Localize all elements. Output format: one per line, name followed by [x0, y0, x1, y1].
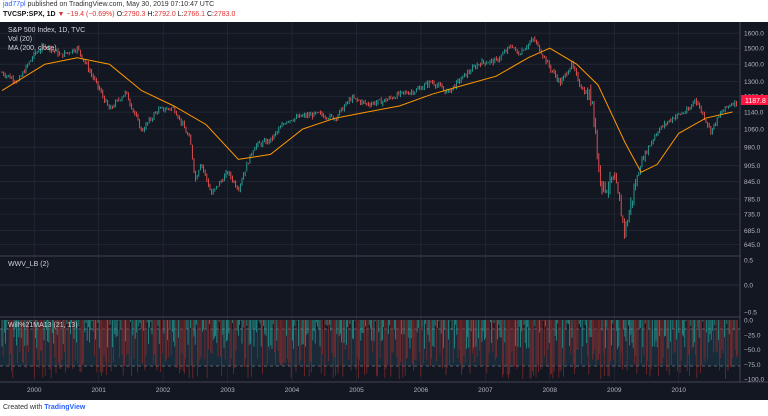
legend-vol[interactable]: Vol (20)	[8, 36, 32, 43]
legend-wwv[interactable]: WWV_LB (2)	[8, 261, 49, 268]
legend-willr[interactable]: Will%21MA13 (21, 13)	[8, 322, 78, 329]
symbol-label: TVCSP:SPX, 1D	[3, 11, 56, 18]
change-down-icon: ▼	[57, 11, 65, 18]
price-tick-label: 1400.0	[744, 62, 764, 69]
high-label: H:	[147, 11, 155, 18]
time-tick-label: 2000	[27, 387, 42, 394]
price-tick-label: 1060.0	[744, 126, 764, 133]
time-tick-label: 2010	[671, 387, 686, 394]
ma-line	[1, 47, 733, 173]
time-tick-label: 2002	[156, 387, 171, 394]
footer: Created with TradingView	[0, 400, 768, 416]
willr-tick-label: 0.0	[744, 318, 753, 325]
wwv-tick-label: −0.5	[744, 310, 757, 317]
time-tick-label: 2008	[543, 387, 558, 394]
change-value: −19.4 (−0.69%)	[66, 11, 115, 18]
price-tick-label: 845.0	[744, 179, 761, 186]
last-price-label: 1187.8	[745, 98, 766, 105]
wwv-tick-label: 0.5	[744, 258, 753, 265]
willr-tick-label: −25.0	[744, 332, 761, 339]
time-tick-label: 2006	[414, 387, 429, 394]
wwv-tick-label: 0.0	[744, 283, 753, 290]
created-with-label: Created with	[3, 404, 43, 411]
price-tick-label: 1600.0	[744, 31, 764, 38]
price-tick-label: 1500.0	[744, 46, 764, 53]
symbol-info: TVCSP:SPX, 1D ▼ −19.4 (−0.69%) O:2790.3 …	[3, 11, 235, 18]
price-tick-label: 1300.0	[744, 79, 764, 86]
author-link[interactable]: jad77pl	[3, 1, 26, 8]
legend-ma[interactable]: MA (200, close)	[8, 45, 57, 52]
time-tick-label: 2004	[285, 387, 300, 394]
open-label: O:	[116, 11, 124, 18]
price-tick-label: 685.0	[744, 228, 761, 235]
low-value: 2766.1	[183, 11, 205, 18]
open-value: 2790.3	[123, 11, 146, 18]
willr-axis[interactable]: 0.0 −25.0 −50.0 −75.0 −100.0	[744, 318, 764, 384]
time-tick-label: 2001	[91, 387, 106, 394]
wwv-axis[interactable]: 0.5 0.0 −0.5	[744, 258, 757, 317]
price-tick-label: 735.0	[744, 212, 761, 219]
close-label: C:	[206, 11, 214, 18]
time-tick-label: 2007	[478, 387, 493, 394]
footer-credit: Created with TradingView	[3, 404, 85, 411]
high-value: 2792.0	[154, 11, 176, 18]
price-candles	[1, 36, 737, 239]
price-tick-label: 980.0	[744, 145, 761, 152]
time-tick-label: 2009	[607, 387, 622, 394]
last-price-marker	[741, 95, 768, 105]
time-axis[interactable]: 2000 2001 2002 2003 2004 2005 2006 2007 2008 2009…	[27, 387, 686, 394]
price-tick-label: 905.0	[744, 163, 761, 170]
price-tick-label: 785.0	[744, 196, 761, 203]
publish-info: jad77pl published on TradingView.com, Ma…	[3, 1, 214, 8]
close-value: 2783.0	[213, 11, 236, 18]
low-label: L:	[177, 11, 184, 18]
published-text: published on TradingView.com, May 30, 20…	[27, 1, 215, 8]
legend-title[interactable]: S&P 500 Index, 1D, TVC	[8, 27, 85, 34]
willr-tick-label: −50.0	[744, 347, 761, 354]
willr-tick-label: −75.0	[744, 362, 761, 369]
tradingview-logo[interactable]: TradingView	[44, 404, 86, 411]
price-tick-label: 1140.0	[744, 110, 764, 117]
willr-tick-label: −100.0	[744, 377, 764, 384]
price-chart-svg[interactable]: 1600.01500.01400.01300.01220.01140.01060…	[0, 22, 768, 400]
time-tick-label: 2003	[220, 387, 235, 394]
price-tick-label: 645.0	[744, 242, 761, 249]
time-tick-label: 2005	[349, 387, 364, 394]
chart-area[interactable]: 1600.01500.01400.01300.01220.01140.01060…	[0, 22, 768, 400]
willr-oscillator	[1, 320, 738, 379]
chart-header: jad77pl published on TradingView.com, Ma…	[0, 0, 768, 22]
